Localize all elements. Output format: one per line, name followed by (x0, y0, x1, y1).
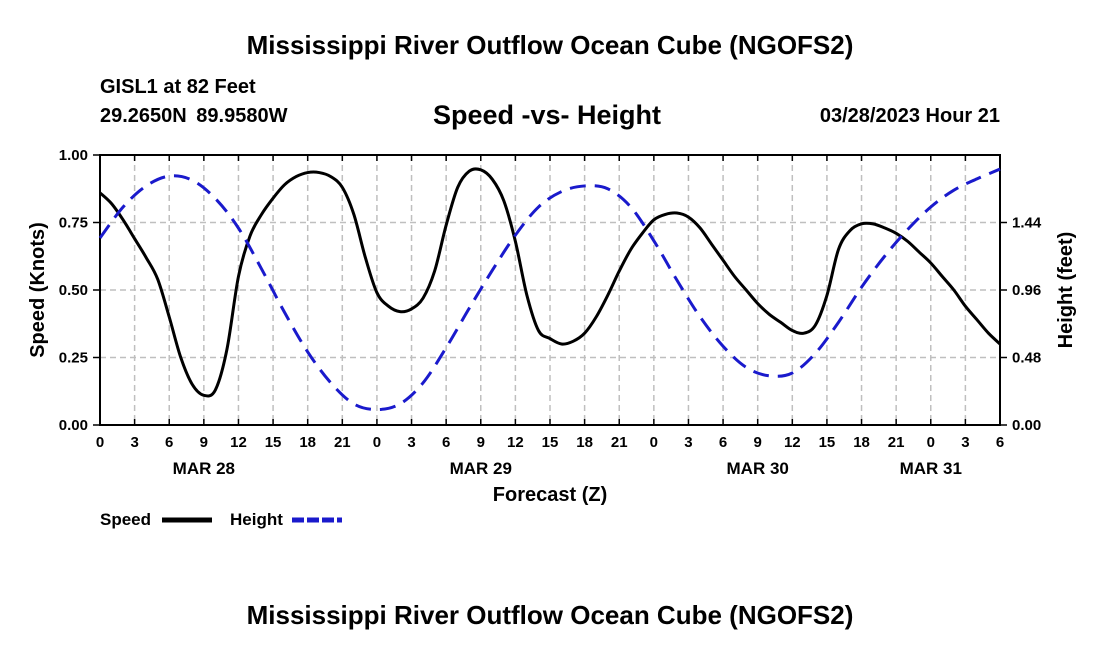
chart-main-title: Mississippi River Outflow Ocean Cube (NG… (246, 30, 854, 60)
x-tick-label: 18 (853, 434, 870, 451)
x-tick-label: 18 (576, 434, 593, 451)
x-tick-label: 6 (442, 434, 450, 451)
y2-axis-label: Height (feet) (1055, 232, 1077, 349)
x-tick-label: 3 (961, 434, 969, 451)
y-tick-label: 0.75 (59, 215, 88, 232)
y2-tick-label: 0.48 (1012, 350, 1041, 367)
chart-grid (100, 154, 1000, 425)
y-axis-ticks: 0.00 0.25 0.50 0.75 1.00 (59, 147, 100, 434)
y2-tick-label: 0.00 (1012, 417, 1041, 434)
x-tick-label: 12 (230, 434, 247, 451)
legend-height-label: Height (230, 510, 283, 529)
date-label: MAR 30 (727, 459, 789, 478)
date-labels: MAR 28 MAR 29 MAR 30 MAR 31 (173, 459, 962, 478)
date-label: MAR 31 (900, 459, 962, 478)
speed-series-line (98, 167, 1002, 398)
x-tick-label: 3 (684, 434, 692, 451)
forecast-datetime: 03/28/2023 Hour 21 (819, 105, 1000, 127)
x-tick-label: 0 (96, 434, 104, 451)
date-label: MAR 28 (173, 459, 235, 478)
x-axis-ticks: 0 3 6 9 12 15 18 21 0 3 6 9 12 15 18 21 0 3 6 9 12 15 18 21 0 3 6 (96, 155, 1004, 451)
x-tick-label: 3 (407, 434, 415, 451)
x-tick-label: 0 (373, 434, 381, 451)
y-tick-label: 0.50 (59, 282, 88, 299)
x-tick-label: 6 (996, 434, 1004, 451)
x-tick-label: 12 (507, 434, 524, 451)
date-label: MAR 29 (450, 459, 512, 478)
legend-speed-label: Speed (100, 510, 151, 529)
x-tick-label: 15 (819, 434, 836, 451)
y-axis-label: Speed (Knots) (27, 222, 49, 358)
x-tick-label: 6 (719, 434, 727, 451)
x-tick-label: 3 (130, 434, 138, 451)
x-tick-label: 21 (888, 434, 905, 451)
x-axis-label: Forecast (Z) (493, 484, 607, 506)
station-coordinates: 29.2650N 89.9580W (100, 105, 288, 127)
y2-tick-label: 1.44 (1012, 215, 1042, 232)
x-tick-label: 18 (299, 434, 316, 451)
x-tick-label: 9 (754, 434, 762, 451)
y2-axis-ticks: 0.00 0.48 0.96 1.44 (1000, 215, 1042, 434)
x-tick-label: 6 (165, 434, 173, 451)
y-tick-label: 1.00 (59, 147, 88, 164)
height-series-line (98, 167, 1001, 412)
x-tick-label: 15 (542, 434, 559, 451)
x-tick-label: 9 (477, 434, 485, 451)
x-tick-label: 9 (200, 434, 208, 451)
chart-footer-title: Mississippi River Outflow Ocean Cube (NG… (246, 600, 854, 630)
series-lines (98, 167, 1002, 412)
x-tick-label: 15 (265, 434, 282, 451)
y2-tick-label: 0.96 (1012, 282, 1041, 299)
x-tick-label: 0 (927, 434, 935, 451)
y-tick-label: 0.00 (59, 417, 88, 434)
y-tick-label: 0.25 (59, 350, 88, 367)
chart-subtitle: Speed -vs- Height (433, 100, 662, 130)
x-tick-label: 21 (611, 434, 628, 451)
station-label: GISL1 at 82 Feet (100, 76, 256, 98)
chart-legend: Speed Height (100, 510, 342, 529)
x-tick-label: 0 (650, 434, 658, 451)
x-tick-label: 12 (784, 434, 801, 451)
x-tick-label: 21 (334, 434, 351, 451)
